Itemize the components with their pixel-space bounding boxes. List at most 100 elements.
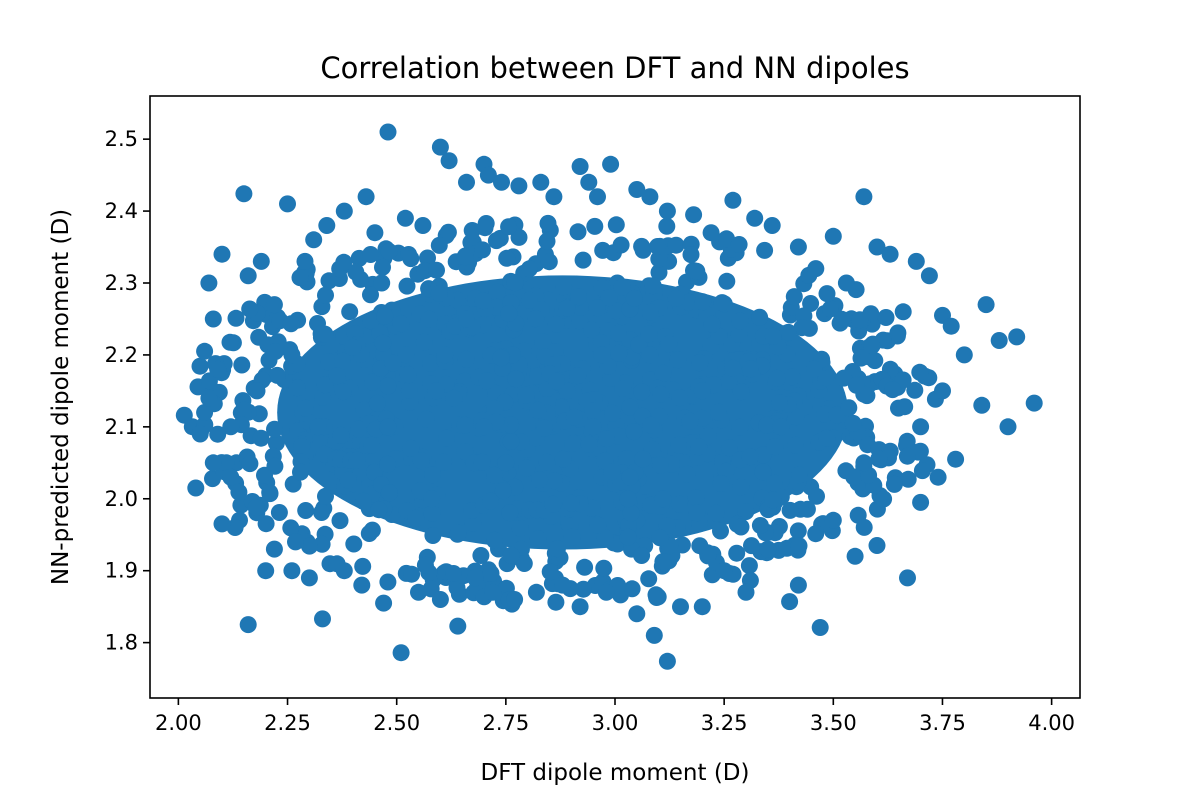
scatter-point (771, 394, 788, 412)
scatter-point (920, 267, 938, 285)
scatter-point (502, 546, 520, 564)
scatter-point (252, 252, 270, 270)
scatter-point (766, 438, 784, 456)
scatter-point (316, 325, 334, 343)
scatter-point (593, 346, 611, 364)
scatter-point (301, 537, 318, 555)
y-axis-label: NN-predicted dipole moment (D) (48, 209, 74, 585)
y-tick-label: 2.3 (105, 271, 138, 295)
scatter-points (187, 123, 1043, 670)
scatter-point (724, 359, 742, 377)
scatter-point (610, 344, 628, 362)
scatter-point (973, 396, 991, 414)
scatter-point (265, 296, 283, 314)
scatter-point (309, 418, 327, 436)
y-tick-label: 2.4 (105, 199, 138, 223)
scatter-point (790, 537, 808, 555)
scatter-point (333, 352, 351, 370)
scatter-point (548, 372, 565, 390)
scatter-point (999, 418, 1017, 436)
scatter-point (283, 562, 301, 580)
scatter-point (898, 447, 916, 465)
scatter-point (414, 217, 432, 234)
scatter-point (821, 300, 839, 318)
scatter-point (673, 536, 691, 554)
scatter-point (449, 524, 467, 542)
scatter-point (520, 260, 538, 278)
scatter-point (431, 591, 449, 608)
scatter-point (486, 531, 504, 549)
scatter-point (252, 429, 270, 447)
scatter-point (196, 404, 214, 421)
scatter-point (410, 583, 427, 601)
scatter-point (539, 214, 557, 232)
scatter-point (707, 504, 725, 522)
scatter-point (398, 277, 416, 295)
scatter-point (588, 299, 606, 317)
scatter-point (596, 529, 614, 547)
scatter-point (200, 389, 218, 407)
scatter-point (474, 241, 491, 259)
scatter-point (335, 253, 353, 271)
scatter-point (415, 333, 433, 351)
scatter-point (416, 556, 434, 574)
scatter-point (811, 619, 829, 636)
x-tick-label: 3.25 (701, 711, 748, 735)
scatter-point (569, 223, 587, 241)
scatter-point (368, 394, 386, 412)
scatter-point (808, 487, 825, 505)
scatter-point (365, 463, 383, 481)
scatter-point (592, 334, 610, 352)
scatter-point (807, 525, 825, 543)
scatter-point (213, 515, 231, 533)
scatter-point (789, 576, 807, 594)
scatter-point (354, 492, 372, 510)
scatter-point (427, 382, 445, 400)
scatter-point (787, 408, 805, 426)
x-tick-label: 3.00 (592, 711, 639, 735)
scatter-point (222, 468, 240, 486)
scatter-point (332, 426, 350, 444)
scatter-point (540, 253, 558, 271)
scatter-point (348, 451, 366, 469)
scatter-point (354, 557, 372, 575)
scatter-point (438, 429, 455, 447)
scatter-point (732, 478, 750, 496)
scatter-point (226, 519, 244, 536)
scatter-point (647, 586, 665, 604)
scatter-point (565, 408, 583, 426)
scatter-point (633, 383, 651, 401)
scatter-point (379, 377, 397, 395)
scatter-point (239, 267, 257, 285)
x-tick-label: 2.25 (264, 711, 311, 735)
scatter-point (584, 402, 601, 420)
scatter-point (621, 398, 639, 416)
scatter-point (712, 522, 729, 540)
scatter-point (239, 616, 257, 634)
scatter-point (764, 327, 782, 345)
scatter-point (209, 360, 227, 378)
scatter-point (614, 380, 632, 397)
scatter-point (227, 309, 245, 327)
scatter-point (545, 188, 563, 206)
scatter-point (328, 367, 346, 385)
scatter-point (379, 123, 397, 141)
scatter-point (403, 565, 421, 583)
scatter-point (741, 360, 759, 378)
scatter-point (625, 423, 643, 441)
scatter-point (283, 346, 301, 364)
scatter-point (492, 349, 510, 367)
scatter-point (270, 504, 288, 521)
scatter-point (482, 492, 499, 510)
scatter-point (412, 452, 430, 470)
scatter-point (685, 206, 703, 224)
scatter-point (293, 438, 311, 455)
scatter-point (650, 250, 668, 268)
scatter-point (313, 504, 331, 521)
scatter-point (419, 249, 436, 267)
scatter-point (833, 310, 851, 328)
scatter-point (552, 398, 570, 416)
scatter-point (364, 373, 381, 391)
scatter-point (875, 490, 893, 508)
scatter-point (644, 277, 662, 295)
